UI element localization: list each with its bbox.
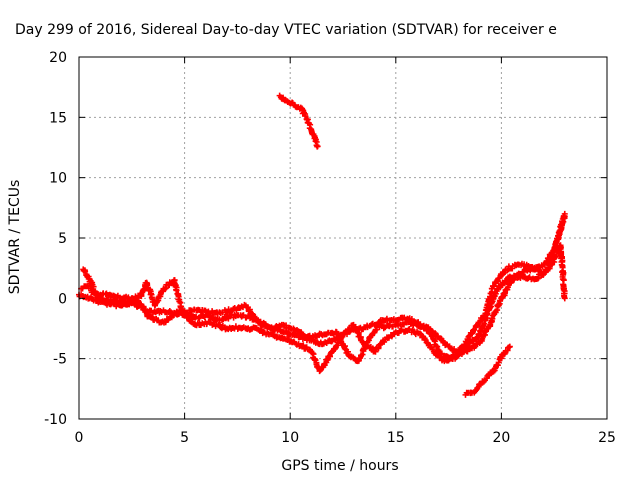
y-tick-label: 5 [58,231,67,247]
series-track-markers [277,94,321,150]
x-tick-label: 20 [492,430,510,446]
y-tick-label: -5 [53,352,67,368]
series-track-3 [80,242,568,365]
x-axis-label: GPS time / hours [281,458,398,474]
series-track-markers [463,344,513,397]
plot-frame [78,56,608,420]
series-track-markers [79,212,568,375]
axis-ticks: 0 5 10 15 20 25 -10 -5 0 5 10 15 20 [44,50,616,446]
x-tick-label: 15 [387,430,405,446]
y-axis-label: SDTVAR / TECUs [7,180,23,295]
series-track-4 [276,92,321,150]
series-track-5 [462,343,513,398]
y-tick-label: -10 [44,412,67,428]
x-tick-label: 25 [598,430,616,446]
series-track-markers [80,243,568,364]
y-tick-label: 0 [58,291,67,307]
x-tick-label: 0 [75,430,84,446]
x-tick-label: 5 [180,430,189,446]
chart-title: Day 299 of 2016, Sidereal Day-to-day VTE… [15,22,557,38]
y-tick-label: 20 [49,50,67,66]
x-tick-label: 10 [281,430,299,446]
y-tick-label: 10 [49,171,67,187]
data-series [76,92,568,398]
grid-lines [79,57,607,419]
y-tick-label: 15 [49,110,67,126]
